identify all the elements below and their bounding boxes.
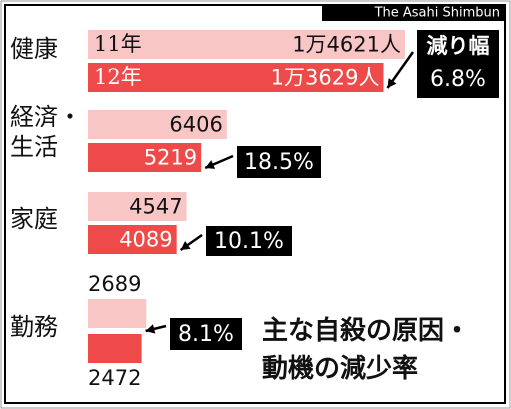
arrow-head [145,324,156,334]
value-label: 4547 [129,195,182,219]
series-name: 12年 [94,65,142,89]
bar [88,299,147,328]
bar [88,192,187,221]
annotation-title: 減り幅 [427,34,490,58]
annotation-box [170,318,242,350]
annotation-box [237,146,321,178]
arrow-head [180,241,191,250]
category-box: 経済・生活 [10,103,82,161]
bar [88,334,142,363]
value-label: 4089 [119,228,172,252]
annotation-box [206,226,292,256]
credit-bar [322,5,505,21]
category-box: 健康 [10,35,58,63]
annotation-label: 6.8% [430,67,486,92]
arrow-head [387,78,397,88]
category-label: 勤務 [10,313,58,341]
arrow-head [205,160,216,169]
bar [88,225,177,254]
value-label: 2689 [88,272,141,296]
bar [88,63,384,92]
category-label: 家庭 [10,205,58,233]
value-label: 1万3629人 [271,66,380,90]
value-label: 6406 [169,113,222,137]
annotation-label: 10.1% [214,229,284,254]
value-label: 2472 [88,366,141,390]
category-label: 健康 [10,35,58,63]
category-label: 経済・生活 [10,103,82,161]
bar [88,143,202,172]
title-box: 主な自殺の原因・動機の減少率 [262,316,471,384]
value-label: 1万4621人 [292,33,401,57]
bar [88,110,227,139]
annotation-label: 8.1% [178,322,234,347]
value-label: 5219 [144,146,197,170]
chart-title: 主な自殺の原因・動機の減少率 [262,316,471,384]
category-box: 家庭 [10,205,58,233]
credit: The Asahi Shimbun [374,6,500,21]
category-box: 勤務 [10,313,58,341]
annotation-box [417,30,499,98]
annotation-label: 18.5% [244,150,314,175]
bar [88,30,405,59]
series-name: 11年 [94,32,142,56]
